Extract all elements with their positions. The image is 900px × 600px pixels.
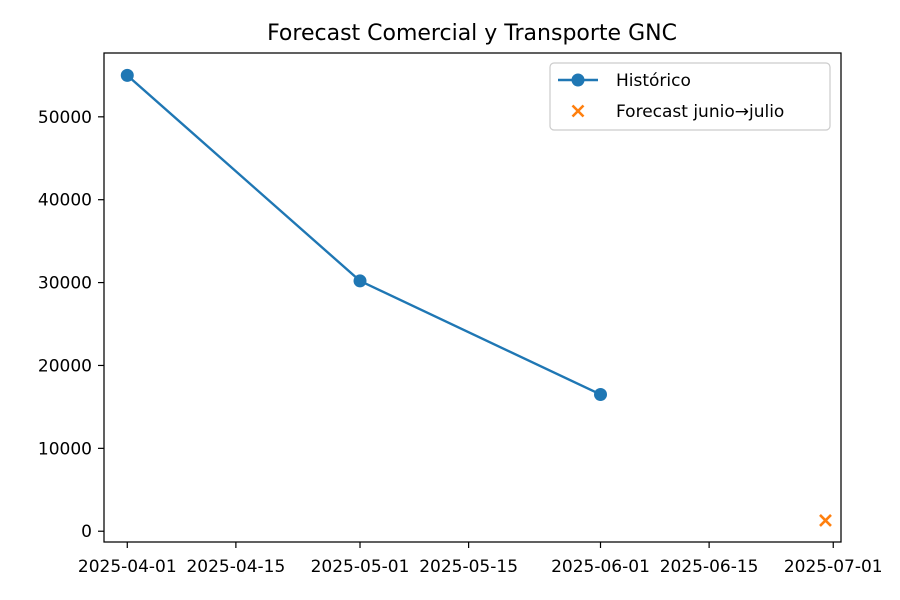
chart-title: Forecast Comercial y Transporte GNC — [267, 21, 677, 46]
x-tick-label: 2025-05-15 — [419, 557, 518, 577]
x-tick-label: 2025-06-15 — [660, 557, 759, 577]
legend-label: Histórico — [616, 71, 691, 91]
data-point-historico — [120, 68, 134, 82]
legend-marker-forecast — [571, 104, 585, 118]
data-point-forecast — [819, 514, 832, 527]
data-point-historico — [594, 387, 608, 401]
plot-frame — [103, 52, 842, 543]
y-tick-label: 30000 — [38, 274, 92, 294]
x-tick-label: 2025-05-01 — [311, 557, 410, 577]
y-tick-label: 50000 — [38, 108, 92, 128]
y-tick-label: 0 — [81, 522, 92, 542]
legend-marker-historico — [571, 73, 585, 87]
legend-label: Forecast junio→julio — [616, 102, 784, 122]
x-tick-label: 2025-04-01 — [78, 557, 177, 577]
y-tick-label: 10000 — [38, 439, 92, 459]
x-tick-label: 2025-06-01 — [551, 557, 650, 577]
y-tick-label: 40000 — [38, 191, 92, 211]
legend-box — [549, 62, 831, 131]
x-tick-label: 2025-07-01 — [784, 557, 883, 577]
y-tick-label: 20000 — [38, 356, 92, 376]
x-tick-label: 2025-04-15 — [186, 557, 285, 577]
data-point-historico — [353, 274, 367, 288]
